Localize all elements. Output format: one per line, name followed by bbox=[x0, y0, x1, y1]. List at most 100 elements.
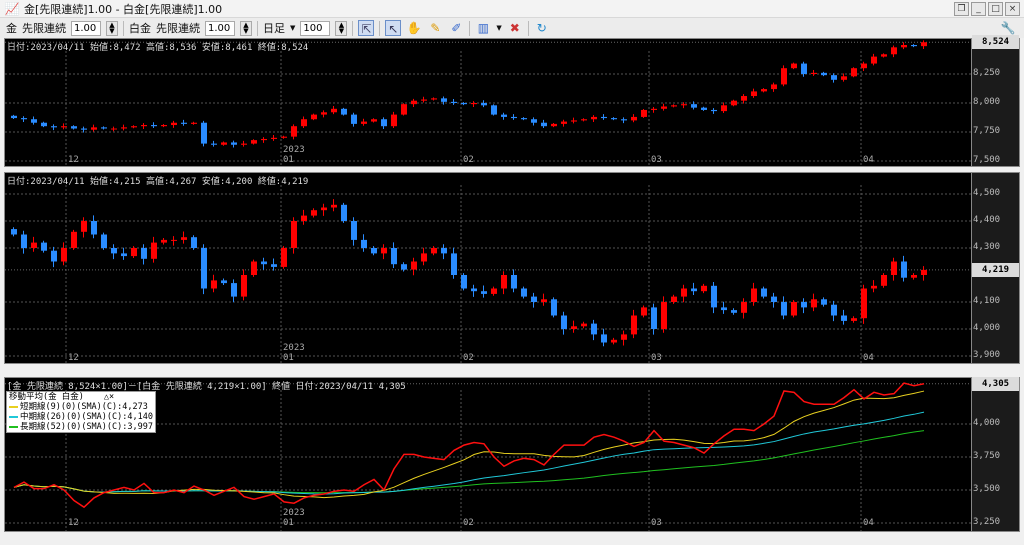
candle bbox=[631, 116, 637, 121]
candle bbox=[561, 121, 567, 124]
date-label: 04 bbox=[863, 155, 874, 165]
date-label: 02 bbox=[463, 155, 474, 165]
symbol2-type[interactable]: 先限連続 bbox=[156, 22, 200, 35]
close-button[interactable]: × bbox=[1005, 2, 1020, 16]
candle bbox=[531, 119, 537, 123]
toolbar: 金 先限連続 1.00 ▲ ▼ 白金 先限連続 1.00 ▲ ▼ 日足 ▼ 100 … bbox=[0, 18, 1024, 38]
candle bbox=[181, 122, 187, 124]
candle bbox=[911, 45, 917, 47]
candle bbox=[281, 136, 287, 138]
candle bbox=[791, 302, 797, 316]
candle bbox=[681, 288, 687, 297]
candle bbox=[451, 253, 457, 275]
candle bbox=[881, 275, 887, 286]
candle bbox=[891, 47, 897, 55]
price-tick: 8,250 bbox=[973, 68, 1001, 78]
spread-chart[interactable] bbox=[5, 378, 973, 531]
candle bbox=[451, 101, 457, 103]
crosshair-cursor-icon[interactable]: ⇱ bbox=[358, 20, 375, 36]
symbol1-type[interactable]: 先限連続 bbox=[22, 22, 66, 35]
candle bbox=[361, 239, 367, 248]
gold-chart[interactable] bbox=[5, 39, 973, 166]
candle bbox=[351, 114, 357, 124]
candle bbox=[261, 261, 267, 265]
gold-candlestick-pane[interactable]: 日付:2023/04/11 始値:8,472 高値:8,536 安値:8,461… bbox=[4, 35, 1020, 167]
candle bbox=[611, 118, 617, 120]
chevron-down-icon[interactable]: ▼ bbox=[290, 24, 296, 32]
candle bbox=[731, 100, 737, 106]
candle bbox=[711, 285, 717, 308]
indicator-chart-icon[interactable]: ▥ bbox=[477, 21, 490, 35]
candle bbox=[521, 118, 527, 120]
candle bbox=[371, 248, 377, 254]
platinum-candlestick-pane[interactable]: 日付:2023/04/11 始値:4,215 高値:4,267 安値:4,200… bbox=[4, 172, 1020, 364]
long-ma-swatch bbox=[9, 426, 18, 428]
platinum-price-axis[interactable]: 4,500 4,400 4,300 4,100 4,000 3,900 4,219 bbox=[971, 173, 1019, 363]
minimize-button[interactable]: _ bbox=[971, 2, 986, 16]
candle bbox=[11, 229, 17, 235]
symbol2-multiplier-spinner[interactable]: ▲ ▼ bbox=[240, 20, 252, 36]
spread-price-axis[interactable]: 4,000 3,750 3,500 3,250 4,305 bbox=[971, 376, 1019, 531]
candle bbox=[21, 118, 27, 120]
year-label: 2023 bbox=[283, 343, 305, 353]
close-icon[interactable]: △× bbox=[103, 392, 115, 402]
candle bbox=[41, 122, 47, 127]
candle bbox=[391, 114, 397, 127]
candle bbox=[661, 106, 667, 109]
candle bbox=[691, 104, 697, 108]
candle bbox=[191, 237, 197, 248]
candle bbox=[681, 104, 687, 106]
price-tick: 4,000 bbox=[973, 418, 1001, 428]
refresh-icon[interactable]: ↻ bbox=[536, 21, 547, 35]
bar-count-spinner[interactable]: ▲ ▼ bbox=[335, 20, 348, 36]
line-draw-icon[interactable]: ✐ bbox=[451, 21, 462, 35]
candle bbox=[791, 63, 797, 69]
platinum-chart[interactable] bbox=[5, 173, 973, 363]
bar-count-input[interactable]: 100 bbox=[300, 20, 331, 36]
candle bbox=[341, 108, 347, 115]
candle bbox=[211, 280, 217, 289]
pointer-icon[interactable]: ↖ bbox=[385, 20, 402, 36]
ma-legend[interactable]: 移動平均(金 白金) △× 短期線(9)(0)(SMA)(C):4,273 中期線… bbox=[6, 391, 156, 433]
chart-app-icon: 📈 bbox=[4, 1, 20, 16]
symbol1-multiplier-spinner[interactable]: ▲ ▼ bbox=[106, 20, 118, 36]
candle bbox=[41, 242, 47, 251]
candle bbox=[821, 72, 827, 76]
candle bbox=[261, 138, 267, 141]
candle bbox=[901, 261, 907, 278]
hand-icon[interactable]: ✋ bbox=[406, 21, 422, 35]
restore-window-button[interactable]: ❐ bbox=[954, 2, 969, 16]
candle bbox=[811, 299, 817, 308]
candle bbox=[81, 128, 87, 130]
candle bbox=[321, 207, 327, 211]
divider bbox=[352, 20, 354, 36]
candle bbox=[221, 280, 227, 284]
symbol2-multiplier-input[interactable]: 1.00 bbox=[205, 20, 235, 36]
candle bbox=[921, 269, 927, 275]
candle bbox=[371, 119, 377, 122]
settings-wrench-icon[interactable]: 🔧 bbox=[1000, 21, 1016, 35]
candle bbox=[201, 122, 207, 144]
maximize-button[interactable]: □ bbox=[988, 2, 1003, 16]
candle bbox=[701, 107, 707, 110]
gold-price-axis[interactable]: 8,250 8,000 7,750 7,500 8,524 bbox=[971, 35, 1019, 166]
chevron-down-icon[interactable]: ▼ bbox=[496, 24, 502, 32]
candle bbox=[391, 248, 397, 265]
candle bbox=[721, 307, 727, 311]
candle bbox=[331, 204, 337, 208]
delete-lines-icon[interactable]: ✖ bbox=[509, 21, 520, 35]
candle bbox=[841, 315, 847, 321]
period-select[interactable]: 日足 bbox=[263, 22, 285, 35]
symbol1-multiplier-input[interactable]: 1.00 bbox=[71, 20, 101, 36]
candle bbox=[501, 275, 507, 289]
candle bbox=[441, 98, 447, 102]
candle bbox=[351, 221, 357, 240]
spread-ma-pane[interactable]: [金 先限連続 8,524×1.00]－[白金 先限連続 4,219×1.00]… bbox=[4, 376, 1020, 532]
candle bbox=[241, 275, 247, 297]
pencil-icon[interactable]: ✎ bbox=[430, 21, 441, 35]
candle bbox=[551, 123, 557, 127]
candle bbox=[551, 299, 557, 316]
candle bbox=[51, 126, 57, 128]
candle bbox=[161, 125, 167, 127]
candle bbox=[521, 288, 527, 297]
